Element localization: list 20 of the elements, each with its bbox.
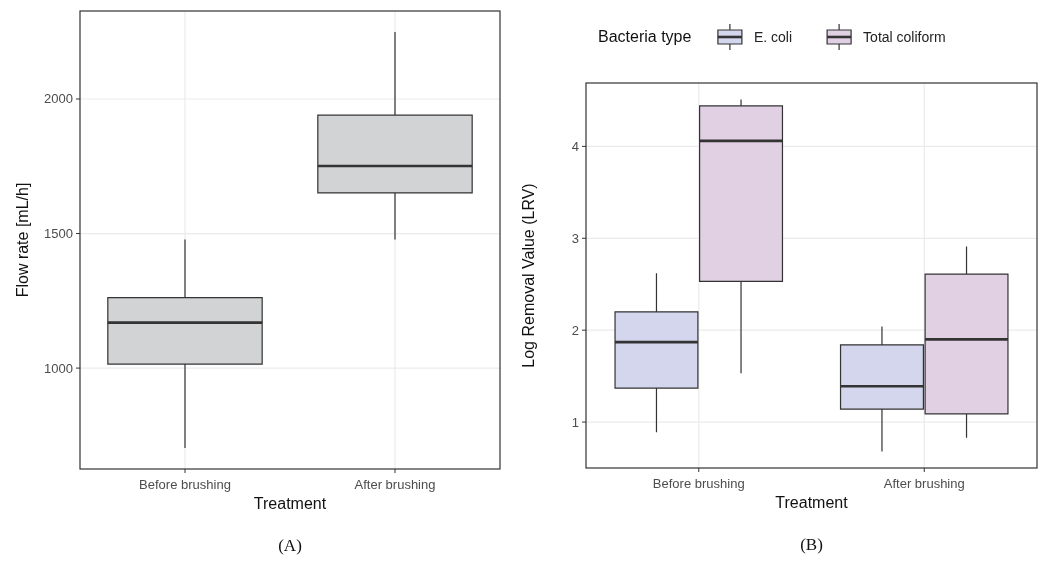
x-tick-label: Before brushing xyxy=(139,477,231,492)
y-tick-label: 2 xyxy=(571,322,579,338)
y-tick-label: 1000 xyxy=(44,360,73,376)
y-tick-label: 2000 xyxy=(44,91,73,107)
x-tick-label: After brushing xyxy=(883,476,965,491)
text: (A) xyxy=(278,536,302,555)
y-axis-title: Flow rate [mL/h] xyxy=(14,182,31,298)
legend-title: Bacteria type xyxy=(598,28,692,45)
y-tick-label: 1500 xyxy=(44,226,73,242)
legend-label: Total coliform xyxy=(863,29,946,45)
x-axis-title: Treatment xyxy=(775,494,849,511)
x-axis-title: Treatment xyxy=(253,495,327,512)
x-tick-label: After brushing xyxy=(354,477,436,492)
y-axis-title: Log Removal Value (LRV) xyxy=(520,183,537,368)
text: (B) xyxy=(800,535,823,554)
y-tick-label: 3 xyxy=(571,230,579,246)
x-tick-label: Before brushing xyxy=(652,476,745,491)
legend-label: E. coli xyxy=(753,29,793,45)
y-tick-label: 4 xyxy=(571,138,579,154)
y-tick-label: 1 xyxy=(571,414,579,430)
